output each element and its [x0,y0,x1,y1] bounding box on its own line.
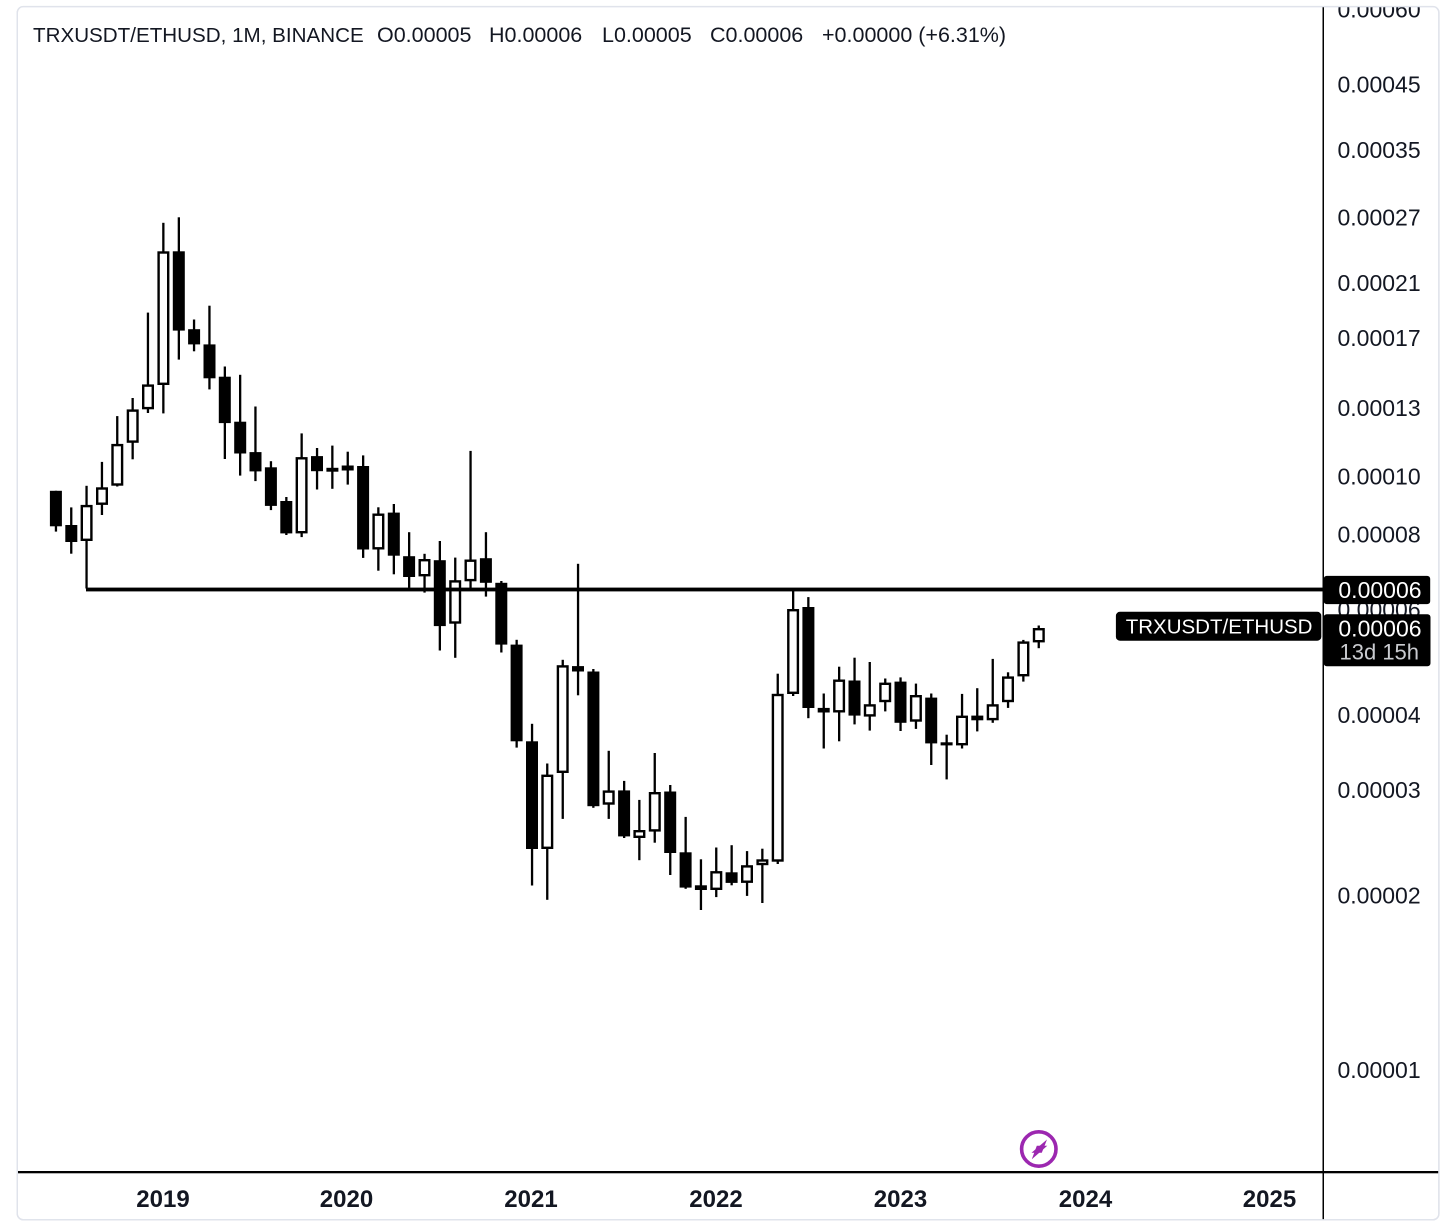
svg-text:+0.00000 (+6.31%): +0.00000 (+6.31%) [822,23,1006,47]
svg-text:TRXUSDT/ETHUSD, 1M, BINANCE: TRXUSDT/ETHUSD, 1M, BINANCE [33,24,364,47]
svg-text:13d 15h: 13d 15h [1340,640,1420,665]
svg-text:C0.00006: C0.00006 [710,23,803,47]
svg-text:2023: 2023 [874,1186,927,1213]
svg-text:0.00035: 0.00035 [1338,137,1421,163]
svg-text:0.00027: 0.00027 [1338,205,1421,231]
svg-text:2022: 2022 [689,1186,742,1213]
svg-text:0.00002: 0.00002 [1338,883,1421,909]
svg-text:0.00045: 0.00045 [1338,72,1421,98]
svg-text:O0.00005: O0.00005 [377,23,471,47]
svg-text:0.00013: 0.00013 [1338,395,1421,421]
svg-text:0.00010: 0.00010 [1338,463,1421,489]
svg-text:2025: 2025 [1243,1186,1296,1213]
svg-text:0.00021: 0.00021 [1338,270,1421,296]
svg-text:0.00008: 0.00008 [1338,521,1421,547]
svg-text:2020: 2020 [320,1186,373,1213]
svg-text:0.00006: 0.00006 [1338,577,1421,603]
svg-text:0.00006: 0.00006 [1338,616,1421,642]
svg-text:2024: 2024 [1059,1186,1113,1213]
svg-text:0.00017: 0.00017 [1338,325,1421,351]
svg-text:0.00001: 0.00001 [1338,1057,1421,1083]
svg-text:L0.00005: L0.00005 [602,23,692,47]
svg-text:0.00003: 0.00003 [1338,777,1421,803]
svg-text:H0.00006: H0.00006 [489,23,582,47]
svg-text:2019: 2019 [136,1186,189,1213]
svg-text:0.00004: 0.00004 [1338,702,1421,728]
svg-text:2021: 2021 [504,1186,557,1213]
svg-text:TRXUSDT/ETHUSD: TRXUSDT/ETHUSD [1126,616,1313,639]
